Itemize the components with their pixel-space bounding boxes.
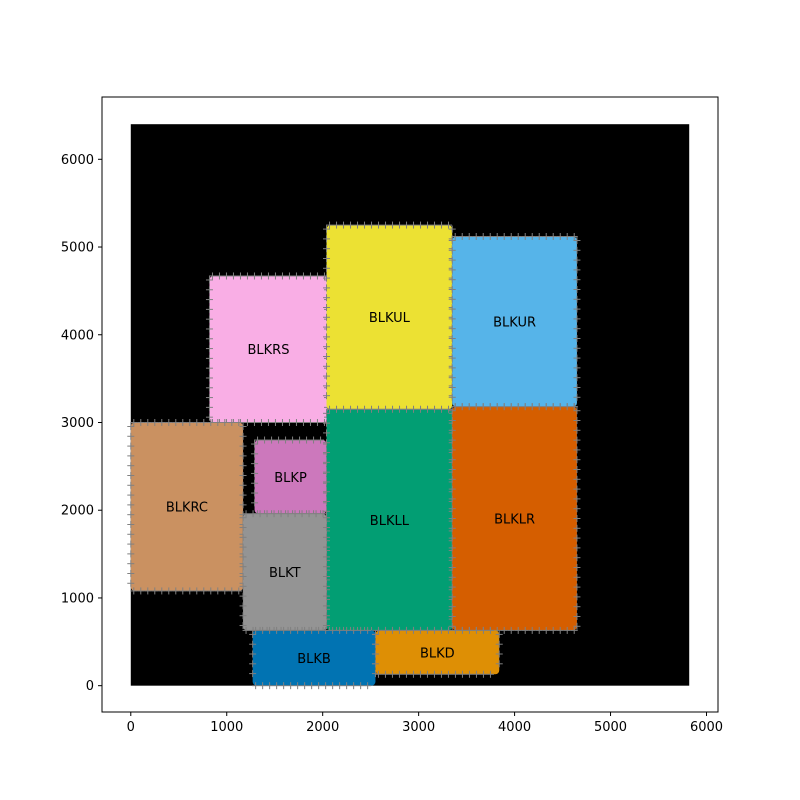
- block-rect: [243, 513, 327, 631]
- block-blkd: BLKD: [371, 626, 503, 678]
- x-tick-label: 6000: [690, 720, 723, 735]
- block-label: BLKD: [420, 646, 455, 661]
- block-rect: [452, 406, 577, 631]
- block-rect: [209, 275, 328, 423]
- block-rect: [326, 225, 453, 410]
- block-blkrc: BLKRC: [127, 418, 247, 595]
- y-tick-label: 5000: [61, 241, 94, 256]
- y-tick-label: 6000: [61, 153, 94, 168]
- y-tick-label: 4000: [61, 328, 94, 343]
- block-blkrs: BLKRS: [205, 272, 331, 426]
- block-pins: [448, 403, 581, 634]
- block-rect: [326, 409, 453, 631]
- block-blkll: BLKLL: [323, 405, 456, 634]
- axes-frame: [101, 96, 719, 713]
- block-pins: [371, 626, 503, 678]
- block-blkt: BLKT: [239, 510, 331, 634]
- block-label: BLKRS: [247, 343, 289, 358]
- y-tick-label: 2000: [61, 504, 94, 519]
- block-blkb: BLKB: [249, 626, 379, 690]
- block-label: BLKB: [297, 652, 331, 667]
- block-blkul: BLKUL: [323, 221, 456, 413]
- x-tick-label: 1000: [210, 720, 243, 735]
- y-tick-label: 0: [86, 679, 94, 694]
- y-axis: 0 1000 2000 3000 4000 5000 6000: [61, 153, 102, 694]
- block-blkur: BLKUR: [448, 232, 581, 411]
- block-rect: [254, 440, 327, 514]
- x-tick-label: 4000: [498, 720, 531, 735]
- y-tick-label: 1000: [61, 591, 94, 606]
- block-blkp: BLKP: [251, 436, 331, 518]
- block-label: BLKT: [269, 566, 301, 581]
- block-label: BLKRC: [166, 501, 208, 516]
- x-tick-label: 0: [127, 720, 135, 735]
- x-tick-label: 5000: [594, 720, 627, 735]
- x-tick-label: 2000: [306, 720, 339, 735]
- block-rect: [130, 422, 244, 591]
- y-tick-label: 3000: [61, 416, 94, 431]
- plot-area: BLKRS BLKUL BLKUR BLKRC BLKP BLKLL BLKLR BLKT BL…: [127, 124, 690, 690]
- block-rect: [452, 236, 577, 407]
- block-blklr: BLKLR: [448, 403, 581, 634]
- x-axis: 0 1000 2000 3000 4000 5000 6000: [127, 712, 723, 735]
- block-label: BLKLL: [370, 514, 410, 529]
- x-tick-label: 3000: [402, 720, 435, 735]
- block-rect: [252, 630, 376, 686]
- block-label: BLKLR: [494, 513, 535, 528]
- block-label: BLKUL: [369, 311, 411, 326]
- block-rect: [375, 630, 500, 675]
- block-label: BLKUR: [493, 316, 536, 331]
- block-label: BLKP: [274, 471, 307, 486]
